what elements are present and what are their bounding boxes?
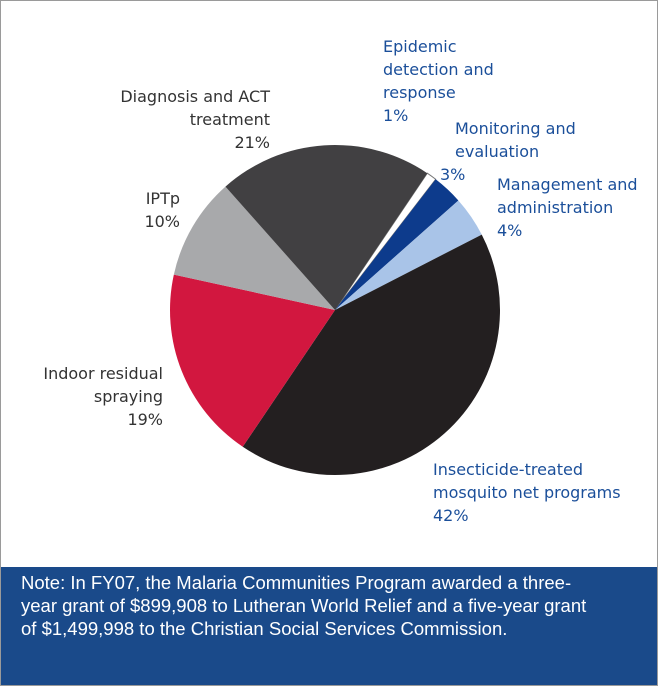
slice-value: 19%	[127, 410, 163, 429]
slice-value: 4%	[497, 221, 523, 240]
pie-slice	[335, 179, 459, 310]
pie-slice	[173, 186, 335, 310]
pie-slice	[225, 145, 428, 310]
slice-label: Management and administration	[497, 175, 638, 217]
note-box: Note: In FY07, the Malaria Communities P…	[1, 567, 657, 685]
pie-slice	[335, 200, 482, 310]
slice-value: 21%	[234, 133, 270, 152]
slice-value: 42%	[433, 506, 469, 525]
slice-label: Epidemic detection and response	[383, 37, 494, 102]
pie-slice	[334, 172, 437, 311]
slice-label: Monitoring and evaluation	[455, 119, 576, 161]
slice-label: IPTp	[145, 189, 180, 208]
slice-label: Insecticide-treated mosquito net program…	[433, 460, 621, 502]
chart	[170, 145, 501, 475]
pie-slice	[242, 234, 501, 475]
pie-slice	[170, 274, 335, 447]
note: Note: In FY07, the Malaria Communities P…	[21, 572, 587, 639]
slice-label: Indoor residual spraying	[43, 364, 163, 406]
slice-value: 10%	[144, 212, 180, 231]
slice-value: 1%	[383, 106, 409, 125]
slice-value: 3%	[440, 165, 466, 184]
slice-label: Diagnosis and ACT treatment	[120, 87, 270, 129]
